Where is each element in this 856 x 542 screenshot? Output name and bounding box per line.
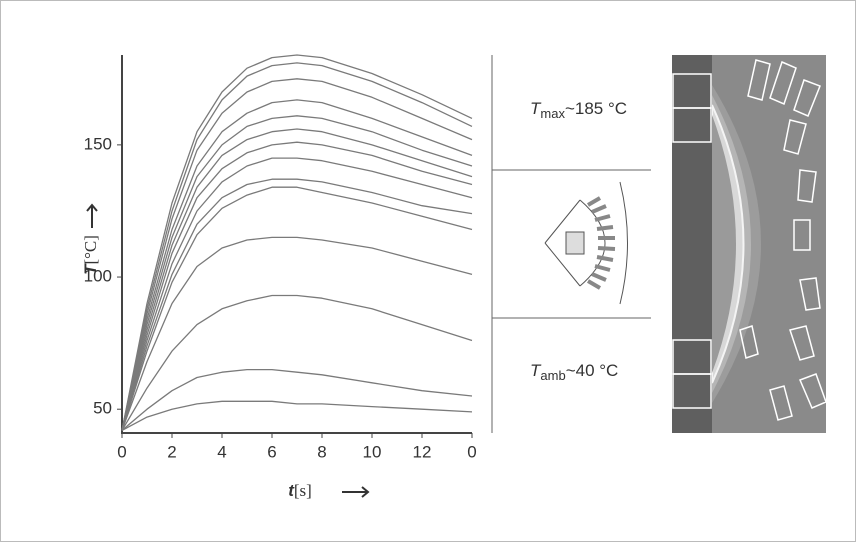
series-line <box>121 78 473 431</box>
y-tick-label: 50 <box>93 399 112 418</box>
tamb-symbol: T <box>530 361 542 380</box>
y-label-symbol: T <box>81 263 100 275</box>
y-axis-label: T[°C] <box>81 235 101 275</box>
tmax-label: Tmax~185 °C <box>530 99 627 121</box>
tmax-symbol: T <box>530 99 542 118</box>
series-line <box>121 400 473 431</box>
x-tick-label: 12 <box>413 442 432 461</box>
tmax-sub: max <box>540 106 565 121</box>
x-tick-label: 0 <box>467 442 476 461</box>
x-tick-label: 10 <box>363 442 382 461</box>
series-line <box>121 115 473 431</box>
series-line <box>121 157 473 431</box>
y-tick-label: 100 <box>84 267 112 286</box>
series-line <box>121 62 473 431</box>
series-line <box>121 236 473 431</box>
x-arrow <box>342 486 370 498</box>
x-tick-label: 8 <box>317 442 326 461</box>
x-tick-label: 2 <box>167 442 176 461</box>
series-line <box>121 99 473 431</box>
y-tick-label: 150 <box>84 134 112 153</box>
x-tick-label: 6 <box>267 442 276 461</box>
tmax-value: ~185 °C <box>565 99 627 118</box>
y-label-unit: [°C] <box>81 235 100 264</box>
x-label-symbol: t <box>288 481 295 500</box>
x-axis-label: t[s] <box>288 481 312 501</box>
series-line <box>121 178 473 431</box>
x-tick-label: 0 <box>117 442 126 461</box>
series-line <box>121 186 473 431</box>
series-line <box>121 128 473 431</box>
series-line <box>121 368 473 431</box>
motor-icon <box>544 181 628 305</box>
tamb-label: Tamb~40 °C <box>530 361 618 383</box>
thermal-image <box>672 55 827 433</box>
series-line <box>121 141 473 431</box>
series-line <box>121 294 473 431</box>
tamb-sub: amb <box>540 368 565 383</box>
x-label-unit: [s] <box>294 481 312 500</box>
tamb-value: ~40 °C <box>566 361 619 380</box>
x-tick-label: 4 <box>217 442 226 461</box>
y-arrow <box>86 203 98 228</box>
series-line <box>121 54 473 431</box>
